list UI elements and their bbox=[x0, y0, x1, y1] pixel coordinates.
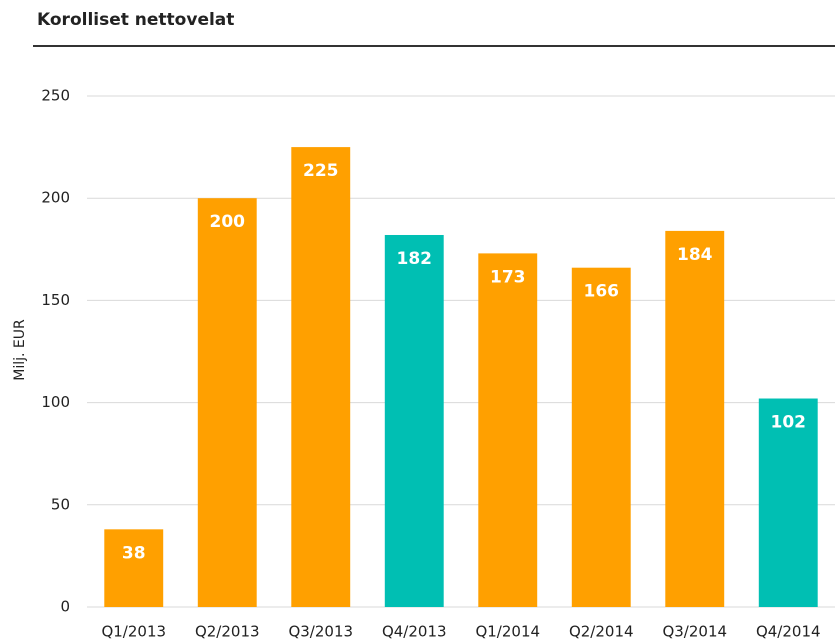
bar bbox=[665, 230, 725, 608]
bar bbox=[571, 267, 631, 607]
bar bbox=[384, 234, 444, 607]
y-tick-label: 250 bbox=[41, 87, 70, 105]
x-tick-label: Q2/2014 bbox=[569, 623, 634, 641]
chart-title: Korolliset nettovelat bbox=[37, 10, 234, 30]
x-tick-label: Q1/2013 bbox=[101, 623, 166, 641]
x-tick-label: Q2/2013 bbox=[195, 623, 260, 641]
value-label: 102 bbox=[771, 413, 807, 433]
y-tick-label: 150 bbox=[41, 291, 70, 309]
value-label: 184 bbox=[677, 245, 713, 265]
y-tick-label: 0 bbox=[60, 598, 70, 616]
value-label: 182 bbox=[397, 249, 433, 269]
bar bbox=[758, 398, 818, 607]
value-label: 166 bbox=[584, 282, 620, 302]
value-label: 225 bbox=[303, 161, 339, 181]
y-axis-label: Milj. EUR bbox=[12, 319, 28, 381]
y-tick-label: 200 bbox=[41, 189, 70, 207]
x-tick-label: Q3/2013 bbox=[288, 623, 353, 641]
x-tick-label: Q3/2014 bbox=[662, 623, 727, 641]
value-label: 173 bbox=[490, 267, 526, 287]
bar bbox=[104, 529, 164, 607]
x-tick-label: Q4/2014 bbox=[756, 623, 821, 641]
bar bbox=[197, 198, 257, 607]
y-tick-label: 100 bbox=[41, 393, 70, 411]
value-label: 38 bbox=[122, 543, 146, 563]
bar bbox=[291, 147, 351, 607]
value-label: 200 bbox=[210, 212, 246, 232]
x-tick-label: Q4/2013 bbox=[382, 623, 447, 641]
bar bbox=[478, 253, 538, 607]
y-tick-label: 50 bbox=[51, 495, 70, 513]
x-tick-label: Q1/2014 bbox=[475, 623, 540, 641]
